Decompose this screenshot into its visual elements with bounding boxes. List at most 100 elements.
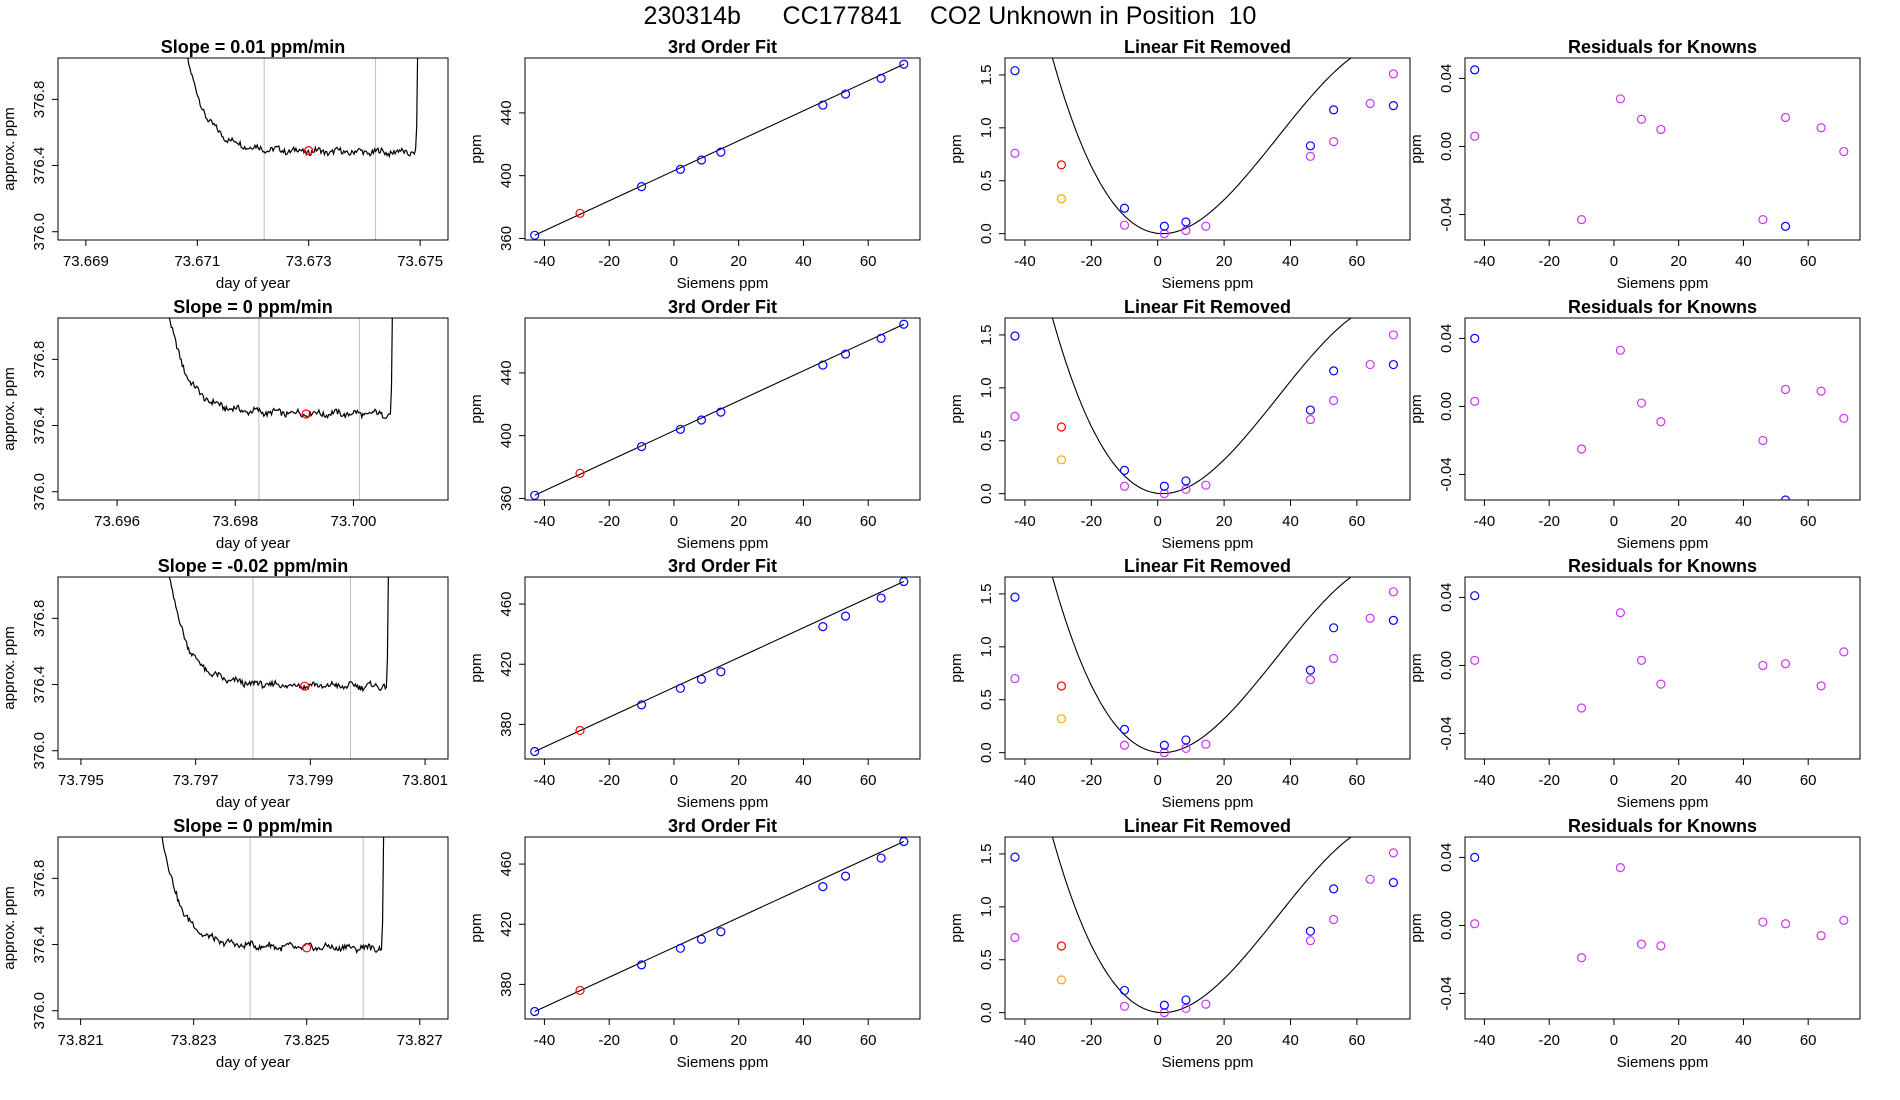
chart-title: 3rd Order Fit xyxy=(668,37,777,57)
standard-point xyxy=(818,360,828,370)
y-tick-label: -0.04 xyxy=(1438,197,1455,231)
unknown-point xyxy=(302,943,312,953)
plot-frame xyxy=(57,576,449,760)
y-tick-label: 0.5 xyxy=(978,170,995,191)
measurement-trace xyxy=(161,837,385,954)
residual-point xyxy=(1839,647,1849,657)
residual-point xyxy=(1780,384,1791,395)
x-tick-label: 60 xyxy=(860,513,877,530)
y-tick-label: 376.0 xyxy=(31,992,48,1030)
y-axis-label: ppm xyxy=(1408,134,1425,163)
unknown-point xyxy=(575,208,585,218)
plot-data xyxy=(1470,333,1849,500)
y-tick-label: 376.0 xyxy=(31,732,48,770)
x-tick-label: -20 xyxy=(1080,253,1102,270)
y-tick-label: 0.0 xyxy=(978,742,995,763)
residual-point xyxy=(1576,703,1587,713)
y-tick-label: 0.04 xyxy=(1438,583,1455,612)
standard-point xyxy=(1119,465,1130,475)
y-axis-label: ppm xyxy=(468,394,485,423)
x-tick-label: 20 xyxy=(1216,1032,1233,1049)
chart-panel: 3rd Order Fit Siemens ppm ppm -40 -20 0 20 40 60… xyxy=(468,297,921,552)
fit-line xyxy=(534,63,905,236)
chart-title: Residuals for Knowns xyxy=(1568,37,1757,57)
standard-point xyxy=(696,415,707,425)
standard-point xyxy=(899,577,909,587)
chart-panel: Slope = -0.02 ppm/min day of year approx. … xyxy=(1,556,449,811)
residual-point xyxy=(1388,848,1399,858)
residual-point xyxy=(1470,131,1480,141)
chart-panel: 3rd Order Fit Siemens ppm ppm -40 -20 0 20 40 60… xyxy=(468,37,921,292)
standard-point xyxy=(840,871,851,881)
plot-data xyxy=(168,577,389,759)
y-tick-label: 360 xyxy=(498,226,515,251)
residual-point xyxy=(1615,608,1626,618)
unknown-point xyxy=(300,681,310,691)
unknown-point xyxy=(301,409,311,419)
x-tick-label: 60 xyxy=(1349,772,1366,789)
plot-data xyxy=(1010,318,1399,499)
standard-point xyxy=(1159,481,1169,491)
unknown-point xyxy=(575,468,585,478)
x-tick-label: -20 xyxy=(1080,513,1102,530)
excluded-point xyxy=(1056,975,1067,985)
residual-point xyxy=(1470,655,1480,665)
x-tick-label: -40 xyxy=(534,772,556,789)
plot-frame xyxy=(1004,317,1411,501)
page-title: 230314b CC177841 CO2 Unknown in Position… xyxy=(643,2,1257,30)
y-tick-label: 460 xyxy=(498,592,515,617)
plot-frame xyxy=(1004,576,1411,760)
residual-point xyxy=(1305,675,1316,685)
y-tick-label: 1.5 xyxy=(978,325,995,346)
standard-point xyxy=(675,424,686,434)
y-tick-label: 376.4 xyxy=(31,407,48,445)
y-axis-label: ppm xyxy=(948,134,965,163)
chart-title: Slope = 0.01 ppm/min xyxy=(161,37,346,57)
x-tick-label: 40 xyxy=(1282,253,1299,270)
x-tick-label: -20 xyxy=(1080,1032,1102,1049)
residual-point xyxy=(1329,914,1339,925)
y-tick-label: -0.04 xyxy=(1438,976,1455,1010)
residual-point xyxy=(1656,124,1666,135)
residual-point xyxy=(1780,659,1791,669)
standard-point xyxy=(696,155,707,165)
residual-point xyxy=(1201,480,1211,490)
x-tick-label: 40 xyxy=(1282,772,1299,789)
residual-point xyxy=(1365,613,1375,623)
chart-title: Residuals for Knowns xyxy=(1568,816,1757,836)
y-tick-label: 400 xyxy=(498,163,515,188)
plot-frame xyxy=(1464,576,1861,760)
residual-point xyxy=(1388,69,1399,79)
excluded-point xyxy=(1056,455,1067,465)
standard-point xyxy=(636,960,647,970)
standard-point xyxy=(716,407,726,417)
standard-point xyxy=(840,349,851,359)
plot-data xyxy=(1470,591,1849,713)
chart-title: Linear Fit Removed xyxy=(1124,37,1291,57)
residual-point xyxy=(1010,411,1020,422)
y-tick-label: 376.4 xyxy=(31,666,48,704)
plot-frame xyxy=(524,836,921,1020)
plot-data xyxy=(1010,58,1399,239)
x-tick-label: -40 xyxy=(1014,1032,1036,1049)
x-tick-label: 20 xyxy=(1216,772,1233,789)
plot-frame xyxy=(524,317,921,501)
unknown-point xyxy=(1056,941,1067,951)
standard-point xyxy=(1181,476,1191,486)
residual-point xyxy=(1119,220,1130,230)
residual-point xyxy=(1839,413,1849,423)
standard-point xyxy=(1329,105,1339,115)
standard-point xyxy=(1010,66,1020,76)
x-tick-label: 60 xyxy=(1800,253,1817,270)
x-axis-label: day of year xyxy=(216,535,290,552)
standard-point xyxy=(1329,884,1339,894)
y-tick-label: 376.8 xyxy=(31,860,48,898)
plot-frame xyxy=(57,57,449,241)
residual-point xyxy=(1636,655,1647,665)
y-tick-label: 1.0 xyxy=(978,377,995,398)
standard-point xyxy=(1470,852,1480,863)
standard-point xyxy=(1159,1000,1169,1010)
y-tick-label: 0.00 xyxy=(1438,132,1455,161)
y-tick-label: 376.4 xyxy=(31,147,48,185)
chart-panel: Residuals for Knowns Siemens ppm ppm -40 -20… xyxy=(1408,297,1861,552)
